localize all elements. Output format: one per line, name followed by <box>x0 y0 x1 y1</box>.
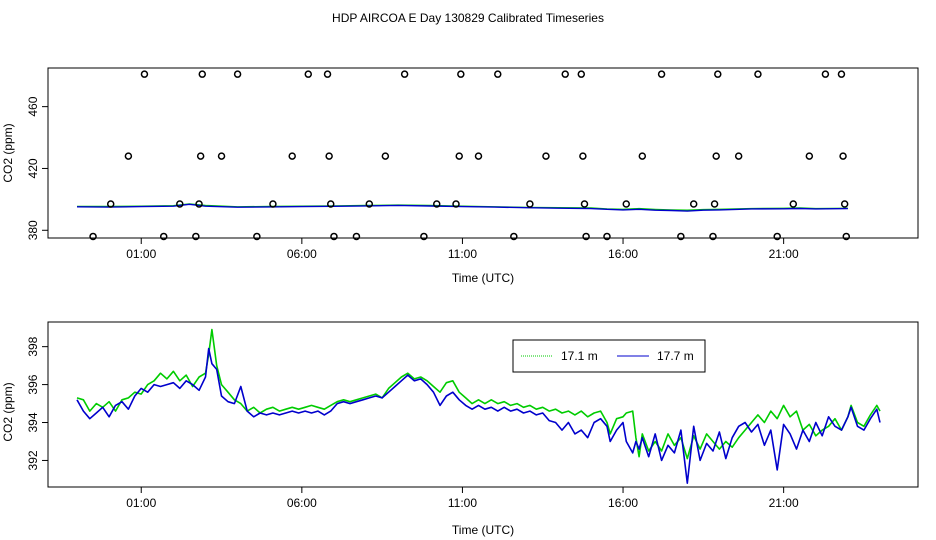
top-data-point <box>526 200 534 208</box>
top-data-point <box>330 232 338 241</box>
top-data-point <box>192 232 200 241</box>
bottom-x-tick-label: 06:00 <box>287 496 317 510</box>
top-x-tick-label: 16:00 <box>608 247 638 261</box>
top-data-point <box>288 152 296 160</box>
top-data-point <box>269 200 277 208</box>
bottom-y-tick-label: 392 <box>26 450 40 470</box>
top-x-tick-label: 21:00 <box>769 247 799 261</box>
top-series-line-17-7-m <box>76 203 848 212</box>
bottom-x-axis-label: Time (UTC) <box>452 523 514 537</box>
top-data-point <box>326 200 335 208</box>
top-data-point <box>603 232 611 241</box>
bottom-panel: 01:00 06:00 11:00 16:00 21:00 392 394 396 398 Ti… <box>1 321 919 537</box>
top-data-point <box>176 200 184 208</box>
top-data-point <box>789 200 798 208</box>
legend-label-17-1: 17.1 m <box>561 349 598 363</box>
top-data-point <box>677 232 685 241</box>
top-data-point <box>198 70 207 78</box>
top-data-point <box>304 70 313 78</box>
top-data-point <box>510 232 518 241</box>
top-data-point <box>561 70 569 78</box>
top-data-point <box>734 152 743 160</box>
top-data-point <box>159 232 168 241</box>
top-data-point <box>805 152 814 160</box>
top-data-point <box>233 70 242 78</box>
legend-label-17-7: 17.7 m <box>657 349 694 363</box>
top-data-point <box>381 152 390 160</box>
top-data-point <box>432 200 441 208</box>
bottom-plot-frame <box>47 321 919 488</box>
top-data-point <box>840 200 849 208</box>
top-y-axis-label: CO2 (ppm) <box>1 123 15 182</box>
top-data-point <box>689 200 698 208</box>
top-data-point <box>455 152 463 160</box>
top-y-tick-label: 380 <box>26 220 40 240</box>
top-data-point <box>365 200 374 208</box>
top-x-tick-label: 01:00 <box>126 247 156 261</box>
bottom-y-tick-label: 398 <box>26 336 40 356</box>
top-data-point <box>579 152 587 160</box>
top-data-point <box>196 152 205 160</box>
bottom-series-line-17-7-m <box>76 347 881 484</box>
bottom-y-tick-label: 394 <box>26 412 40 432</box>
top-plot-frame <box>47 67 919 239</box>
top-data-point <box>400 70 409 78</box>
top-data-point <box>577 70 586 78</box>
bottom-x-tick-label: 11:00 <box>448 496 477 510</box>
top-data-point <box>352 232 361 241</box>
top-data-point <box>710 200 719 208</box>
top-data-point <box>494 70 502 78</box>
bottom-x-tick-label: 16:00 <box>608 496 638 510</box>
top-panel: 01:00 06:00 11:00 16:00 21:00 380 420 460 Time … <box>1 67 919 285</box>
top-data-point <box>140 70 149 78</box>
top-data-point <box>754 70 762 78</box>
top-data-point <box>106 200 115 208</box>
top-data-point <box>542 152 550 160</box>
bottom-y-tick-label: 396 <box>26 374 40 394</box>
top-data-point <box>457 70 465 78</box>
top-data-point <box>325 152 333 160</box>
top-data-point <box>89 232 97 241</box>
top-y-tick-label: 460 <box>26 96 40 116</box>
top-data-point <box>582 232 590 241</box>
top-data-point <box>839 152 847 160</box>
top-x-tick-label: 11:00 <box>448 247 477 261</box>
top-data-point <box>712 152 720 160</box>
top-data-point <box>452 200 460 208</box>
top-data-point <box>124 152 133 160</box>
top-x-axis-label: Time (UTC) <box>452 271 514 285</box>
legend: 17.1 m 17.7 m <box>512 339 706 373</box>
bottom-x-tick-label: 21:00 <box>769 496 799 510</box>
top-data-point <box>842 232 851 241</box>
top-y-tick-label: 420 <box>26 158 40 178</box>
top-data-point <box>195 200 203 208</box>
bottom-y-axis-label: CO2 (ppm) <box>1 382 15 441</box>
top-data-point <box>773 232 781 241</box>
top-data-point <box>253 232 261 241</box>
top-data-point <box>821 70 830 78</box>
top-x-tick-label: 06:00 <box>287 247 317 261</box>
top-data-point <box>714 70 722 78</box>
top-data-point <box>474 152 483 160</box>
top-data-point <box>217 152 226 160</box>
chart-title: HDP AIRCOA E Day 130829 Calibrated Times… <box>332 11 604 25</box>
top-data-point <box>580 200 589 208</box>
bottom-x-tick-label: 01:00 <box>126 496 156 510</box>
top-data-point <box>622 200 631 208</box>
top-data-point <box>420 232 428 241</box>
bottom-series-line-17-1-m <box>76 328 881 460</box>
top-data-point <box>657 70 666 78</box>
top-data-point <box>709 232 717 241</box>
top-data-point <box>323 70 332 78</box>
top-data-point <box>638 152 647 160</box>
top-data-point <box>837 70 846 78</box>
